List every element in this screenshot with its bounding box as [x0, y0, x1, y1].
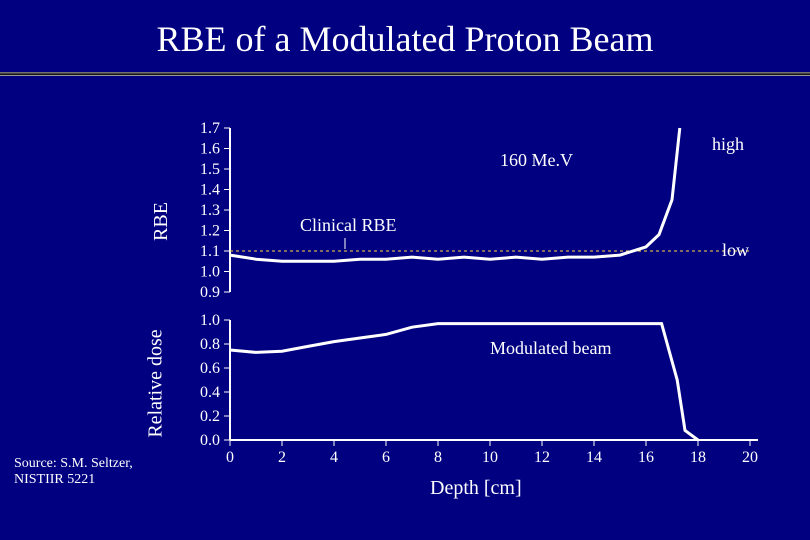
- dose-chart: Relative dose 1.00.80.60.40.20.002468101…: [170, 312, 770, 472]
- horizontal-rule: [0, 72, 810, 76]
- dose-chart-svg: 1.0 0.8 0.6 0.4 0.2 0.0 0 2 4 6 8 10 12 14 16 18 20: [170, 312, 770, 472]
- svg-text:10: 10: [482, 449, 498, 466]
- svg-text:2: 2: [278, 449, 286, 466]
- svg-text:1.4: 1.4: [200, 182, 220, 199]
- slide-title: RBE of a Modulated Proton Beam: [0, 0, 810, 72]
- svg-text:8: 8: [434, 449, 442, 466]
- svg-text:20: 20: [742, 449, 758, 466]
- source-line-2: NISTIIR 5221: [14, 472, 133, 488]
- dose-y-label: Relative dose: [145, 329, 168, 437]
- beam-annotation: Modulated beam: [490, 338, 611, 359]
- svg-text:1.0: 1.0: [200, 264, 220, 281]
- rbe-chart: RBE 1.71.61.51.41.31.21.11.00.9 160 Me.V…: [170, 120, 770, 300]
- svg-text:4: 4: [330, 449, 338, 466]
- clinical-rbe-annotation: Clinical RBE: [300, 215, 397, 236]
- svg-text:1.7: 1.7: [200, 120, 220, 137]
- svg-text:0.8: 0.8: [200, 336, 220, 353]
- svg-text:0: 0: [226, 449, 234, 466]
- svg-text:1.2: 1.2: [200, 223, 220, 240]
- svg-text:0.2: 0.2: [200, 408, 220, 425]
- energy-annotation: 160 Me.V: [500, 150, 573, 171]
- svg-text:1.1: 1.1: [200, 243, 220, 260]
- svg-text:6: 6: [382, 449, 390, 466]
- svg-text:1.3: 1.3: [200, 202, 220, 219]
- svg-text:14: 14: [586, 449, 602, 466]
- svg-text:0.6: 0.6: [200, 360, 220, 377]
- svg-text:1.0: 1.0: [200, 312, 220, 329]
- svg-text:0.9: 0.9: [200, 284, 220, 300]
- svg-text:1.6: 1.6: [200, 141, 220, 158]
- source-citation: Source: S.M. Seltzer, NISTIIR 5221: [14, 456, 133, 488]
- rbe-y-label: RBE: [150, 202, 173, 241]
- svg-text:1.5: 1.5: [200, 161, 220, 178]
- svg-text:12: 12: [534, 449, 550, 466]
- low-annotation: low: [722, 240, 749, 261]
- high-annotation: high: [712, 134, 744, 155]
- svg-text:0.0: 0.0: [200, 432, 220, 449]
- x-axis-label: Depth [cm]: [430, 477, 522, 500]
- source-line-1: Source: S.M. Seltzer,: [14, 456, 133, 472]
- svg-text:18: 18: [690, 449, 706, 466]
- rbe-chart-svg: 1.7 1.6 1.5 1.4 1.3 1.2 1.1 1.0 0.9: [170, 120, 770, 300]
- charts-container: RBE 1.71.61.51.41.31.21.11.00.9 160 Me.V…: [170, 120, 770, 472]
- svg-text:0.4: 0.4: [200, 384, 220, 401]
- svg-text:16: 16: [638, 449, 654, 466]
